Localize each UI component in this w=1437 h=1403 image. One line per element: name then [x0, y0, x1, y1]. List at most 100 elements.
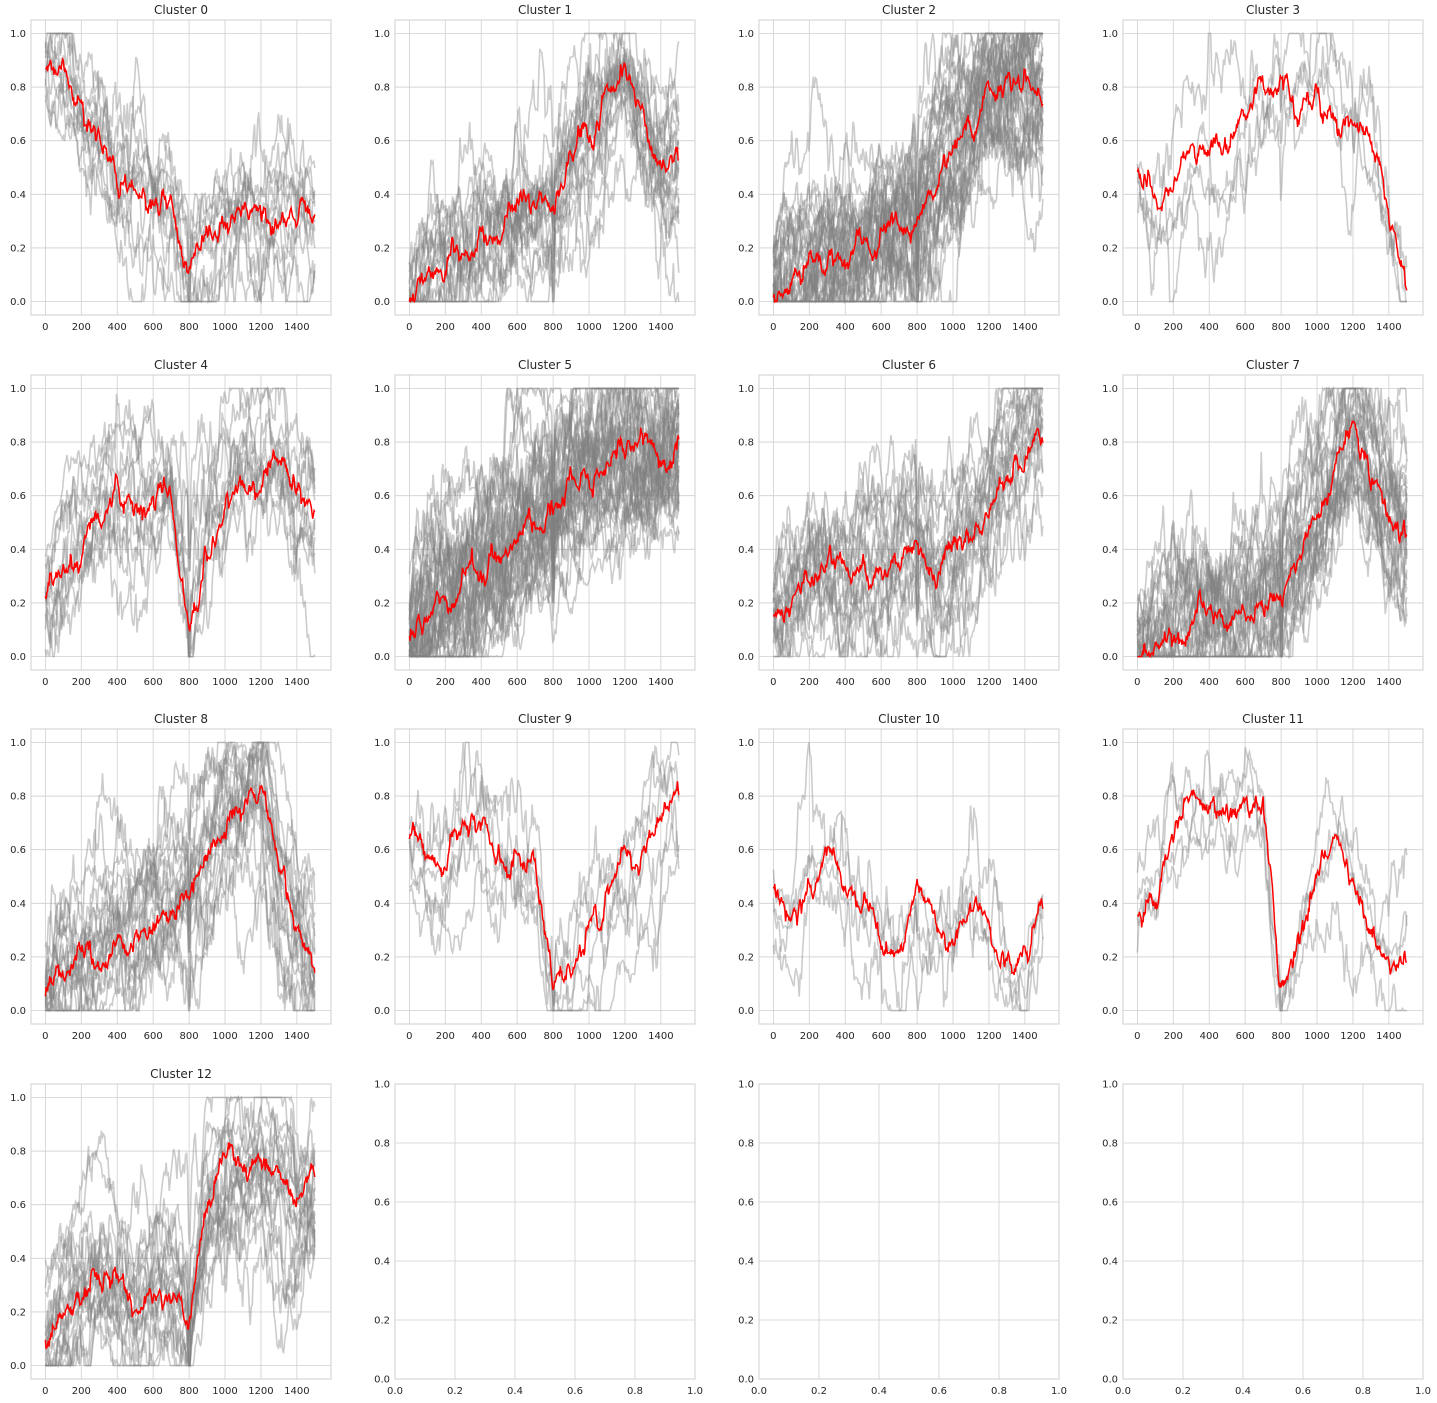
x-tick-label: 1.0 [687, 1386, 703, 1397]
member-series-line [409, 452, 680, 658]
member-series-line [408, 450, 680, 659]
member-series-line [44, 32, 316, 303]
x-tick-label: 0.8 [991, 1386, 1007, 1397]
y-tick-label: 0.4 [1102, 190, 1118, 201]
y-tick-label: 0.2 [10, 598, 26, 609]
y-tick-label: 1.0 [738, 29, 754, 40]
x-tick-label: 0.8 [1355, 1386, 1371, 1397]
member-series-line [409, 83, 680, 303]
x-tick-label: 400 [472, 322, 491, 333]
member-series-line [773, 114, 1044, 303]
member-series-line [1136, 387, 1408, 658]
axes-frame [394, 19, 696, 316]
member-series-line [408, 53, 680, 265]
member-series-line [44, 1101, 316, 1367]
y-tick-label: 0.8 [374, 83, 390, 94]
member-series-line [1136, 32, 1408, 296]
centroid-line [772, 68, 1044, 304]
y-tick-label: 0.8 [1102, 83, 1118, 94]
member-series-line [1136, 386, 1408, 658]
x-tick-label: 1400 [284, 1031, 309, 1042]
member-series-line [772, 416, 1044, 635]
subplot-7: 0 200 400 600 800 1000 1200 1400 0.0 0.2 0.4 0.6 0.8… [1102, 358, 1424, 688]
y-tick-label: 0.4 [374, 1257, 390, 1268]
member-series-line [44, 741, 316, 991]
member-series-line [408, 416, 680, 648]
x-tick-label: 400 [836, 322, 855, 333]
member-series-line [408, 407, 680, 658]
member-series-line [408, 405, 680, 658]
member-series-line [1137, 385, 1408, 659]
x-tick-label: 400 [472, 677, 491, 688]
y-tick-label: 0.0 [374, 1006, 390, 1017]
member-series-line [408, 755, 680, 1012]
x-tick-label: 800 [180, 322, 199, 333]
member-series-line [44, 793, 316, 1012]
y-tick-label: 0.2 [374, 243, 390, 254]
x-tick-label: 800 [1272, 677, 1291, 688]
y-tick-label: 0.0 [10, 1361, 26, 1372]
subplot-9: 0 200 400 600 800 1000 1200 1400 0.0 0.2 0.4 0.6 0.8… [374, 712, 696, 1042]
y-tick-label: 0.8 [738, 1139, 754, 1150]
x-tick-label: 1400 [1012, 322, 1037, 333]
y-tick-label: 0.6 [1102, 491, 1118, 502]
member-series-line [45, 1192, 316, 1368]
member-series-line [408, 400, 680, 651]
member-series-line [408, 387, 680, 624]
y-tick-label: 0.0 [738, 652, 754, 663]
x-tick-label: 600 [508, 677, 527, 688]
y-tick-label: 0.4 [1102, 1257, 1118, 1268]
x-tick-label: 1000 [940, 677, 965, 688]
member-series-line [408, 385, 679, 656]
y-tick-label: 0.4 [1102, 899, 1118, 910]
member-series-line [409, 32, 680, 303]
x-tick-label: 1200 [612, 322, 637, 333]
member-series-line [772, 451, 1044, 623]
y-tick-label: 0.6 [1102, 136, 1118, 147]
axes-frame [758, 1083, 1060, 1380]
member-series-line [772, 874, 1044, 1012]
y-tick-label: 0.8 [10, 438, 26, 449]
member-series-line [772, 32, 1043, 303]
x-tick-label: 0.0 [751, 1386, 767, 1397]
x-tick-label: 800 [180, 677, 199, 688]
x-tick-label: 0.4 [507, 1386, 523, 1397]
y-tick-label: 0.2 [738, 243, 754, 254]
x-tick-label: 0 [42, 1386, 48, 1397]
y-tick-label: 1.0 [1102, 29, 1118, 40]
member-series-line [772, 44, 1044, 303]
member-series-line [44, 1094, 316, 1310]
y-tick-label: 0.8 [738, 438, 754, 449]
subplot-6: 0 200 400 600 800 1000 1200 1400 0.0 0.2 0.4 0.6 0.8… [738, 358, 1060, 688]
y-tick-label: 0.2 [738, 1316, 754, 1327]
member-series-line [44, 1168, 316, 1367]
y-tick-label: 0.8 [374, 1139, 390, 1150]
x-tick-label: 0.6 [1295, 1386, 1311, 1397]
y-tick-label: 0.8 [738, 83, 754, 94]
member-series-line [408, 393, 680, 658]
y-tick-label: 0.4 [374, 190, 390, 201]
member-series-line [408, 766, 680, 1012]
x-tick-label: 0 [42, 1031, 48, 1042]
member-series-line [772, 387, 1044, 603]
member-series-line [44, 454, 316, 658]
member-series-line [408, 741, 680, 1011]
member-series-line [409, 428, 680, 658]
y-tick-label: 0.4 [738, 190, 754, 201]
member-series-line [1137, 441, 1408, 660]
member-series-line [44, 68, 316, 304]
member-series-line [44, 437, 316, 658]
subplot-1: 0 200 400 600 800 1000 1200 1400 0.0 0.2 0.4 0.6 0.8… [374, 3, 696, 333]
member-series-line [408, 387, 680, 658]
y-tick-label: 0.6 [374, 845, 390, 856]
x-tick-label: 600 [872, 1031, 891, 1042]
subplot-4: 0 200 400 600 800 1000 1200 1400 0.0 0.2 0.4 0.6 0.8… [10, 358, 332, 688]
x-tick-label: 800 [1272, 322, 1291, 333]
member-series-line [772, 32, 1043, 302]
x-tick-label: 0.2 [1175, 1386, 1191, 1397]
member-series-line [44, 1150, 316, 1343]
x-tick-label: 800 [544, 1031, 563, 1042]
member-series-line [408, 396, 680, 658]
member-series-line [409, 453, 680, 658]
x-tick-label: 200 [800, 322, 819, 333]
